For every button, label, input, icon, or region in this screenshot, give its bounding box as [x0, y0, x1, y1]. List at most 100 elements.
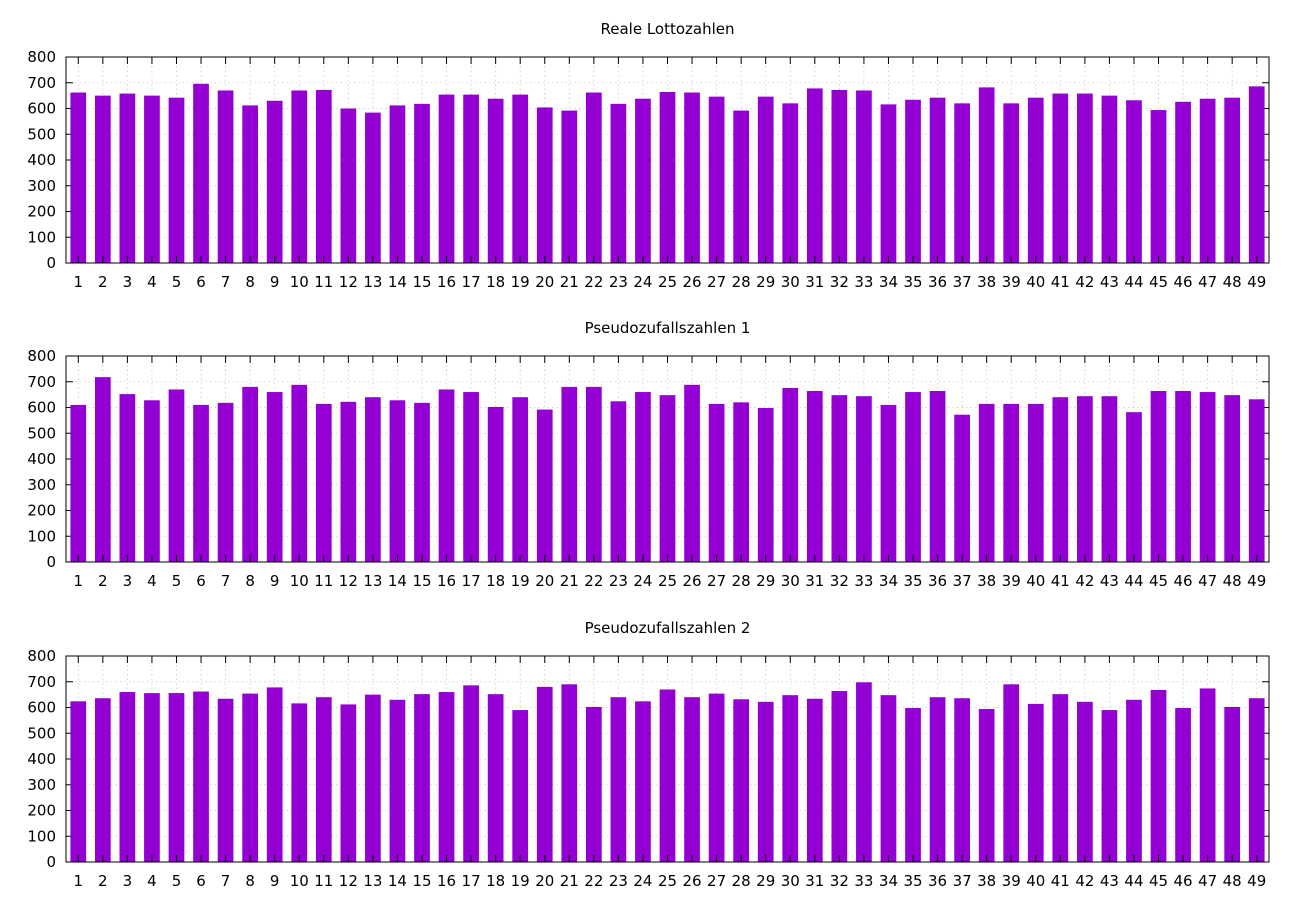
x-tick-label: 5 — [172, 572, 182, 590]
bar-7 — [217, 402, 234, 562]
x-tick-label: 41 — [1051, 572, 1070, 590]
bar-35 — [905, 392, 921, 562]
x-tick-label: 27 — [707, 872, 726, 890]
bar-8 — [242, 105, 258, 263]
bar-1 — [70, 701, 87, 862]
x-tick-label: 25 — [658, 572, 677, 590]
x-tick-label: 10 — [290, 273, 309, 291]
x-tick-label: 15 — [412, 273, 431, 291]
bar-10 — [291, 384, 308, 562]
bar-14 — [389, 105, 406, 263]
bar-24 — [635, 392, 651, 562]
bar-2 — [94, 698, 111, 862]
bar-21 — [561, 684, 578, 862]
y-tick-label: 400 — [27, 450, 56, 468]
bar-5 — [168, 693, 185, 862]
y-tick-label: 100 — [27, 228, 56, 246]
y-tick-label: 300 — [27, 476, 56, 494]
bar-11 — [315, 697, 332, 862]
bar-26 — [684, 697, 700, 862]
x-tick-label: 29 — [756, 273, 775, 291]
x-tick-label: 38 — [977, 273, 996, 291]
x-tick-label: 26 — [683, 572, 702, 590]
bar-48 — [1224, 97, 1241, 263]
x-tick-label: 6 — [196, 572, 206, 590]
x-tick-label: 19 — [511, 273, 530, 291]
bar-27 — [708, 403, 725, 562]
x-tick-label: 2 — [98, 872, 108, 890]
x-tick-label: 14 — [388, 273, 407, 291]
x-tick-label: 16 — [437, 273, 456, 291]
y-tick-label: 300 — [27, 776, 56, 794]
bar-22 — [585, 706, 602, 862]
x-tick-label: 35 — [903, 572, 922, 590]
x-tick-label: 41 — [1051, 273, 1070, 291]
y-tick-label: 400 — [27, 750, 56, 768]
bar-33 — [856, 90, 872, 263]
bar-16 — [438, 389, 455, 562]
bar-46 — [1175, 101, 1191, 264]
bar-28 — [733, 110, 750, 263]
y-tick-label: 500 — [27, 724, 56, 742]
y-tick-label: 200 — [27, 203, 56, 221]
bar-12 — [340, 704, 357, 862]
x-tick-label: 13 — [363, 872, 382, 890]
bar-34 — [880, 104, 897, 263]
x-tick-label: 38 — [977, 872, 996, 890]
bar-8 — [242, 693, 258, 862]
x-tick-label: 42 — [1075, 572, 1094, 590]
bar-18 — [487, 694, 504, 862]
bar-41 — [1052, 397, 1069, 562]
y-tick-label: 100 — [27, 827, 56, 845]
y-tick-label: 100 — [27, 527, 56, 545]
x-tick-label: 49 — [1247, 572, 1266, 590]
bar-44 — [1126, 699, 1142, 862]
x-tick-label: 36 — [928, 872, 947, 890]
x-tick-label: 17 — [462, 572, 481, 590]
x-tick-label: 22 — [584, 273, 603, 291]
x-tick-label: 31 — [805, 273, 824, 291]
bar-37 — [954, 698, 970, 862]
x-tick-label: 39 — [1002, 273, 1021, 291]
plot-frame — [65, 355, 1270, 563]
x-tick-label: 12 — [339, 572, 358, 590]
x-tick-label: 37 — [953, 872, 972, 890]
bar-17 — [463, 685, 479, 862]
x-tick-label: 26 — [683, 872, 702, 890]
x-tick-label: 49 — [1247, 872, 1266, 890]
y-tick-label: 600 — [27, 699, 56, 717]
y-tick-label: 700 — [27, 373, 56, 391]
chart-panel: Pseudozufallszahlen 1 0 100 200 300 400 500 600… — [27, 319, 1270, 590]
x-tick-label: 39 — [1002, 872, 1021, 890]
y-tick-label: 400 — [27, 151, 56, 169]
bar-6 — [193, 691, 209, 862]
bar-44 — [1126, 412, 1142, 562]
bar-7 — [217, 698, 234, 862]
bar-40 — [1027, 703, 1044, 862]
x-tick-label: 35 — [903, 872, 922, 890]
bar-36 — [929, 391, 946, 562]
x-tick-label: 34 — [879, 872, 898, 890]
chart-title: Pseudozufallszahlen 1 — [585, 319, 751, 337]
x-tick-label: 9 — [270, 572, 280, 590]
bar-39 — [1003, 403, 1020, 562]
x-tick-label: 4 — [147, 273, 157, 291]
x-tick-label: 25 — [658, 273, 677, 291]
x-tick-label: 41 — [1051, 872, 1070, 890]
bar-46 — [1175, 391, 1191, 562]
bar-31 — [806, 698, 823, 862]
bar-13 — [365, 112, 381, 264]
bar-34 — [880, 404, 897, 562]
bar-2 — [94, 377, 111, 562]
x-tick-label: 45 — [1149, 872, 1168, 890]
bar-44 — [1126, 100, 1142, 263]
bar-45 — [1150, 391, 1167, 562]
y-tick-label: 500 — [27, 424, 56, 442]
x-tick-label: 36 — [928, 273, 947, 291]
x-tick-label: 34 — [879, 273, 898, 291]
x-tick-label: 47 — [1198, 572, 1217, 590]
bar-43 — [1101, 396, 1118, 562]
bar-47 — [1199, 392, 1216, 562]
bar-41 — [1052, 93, 1069, 263]
